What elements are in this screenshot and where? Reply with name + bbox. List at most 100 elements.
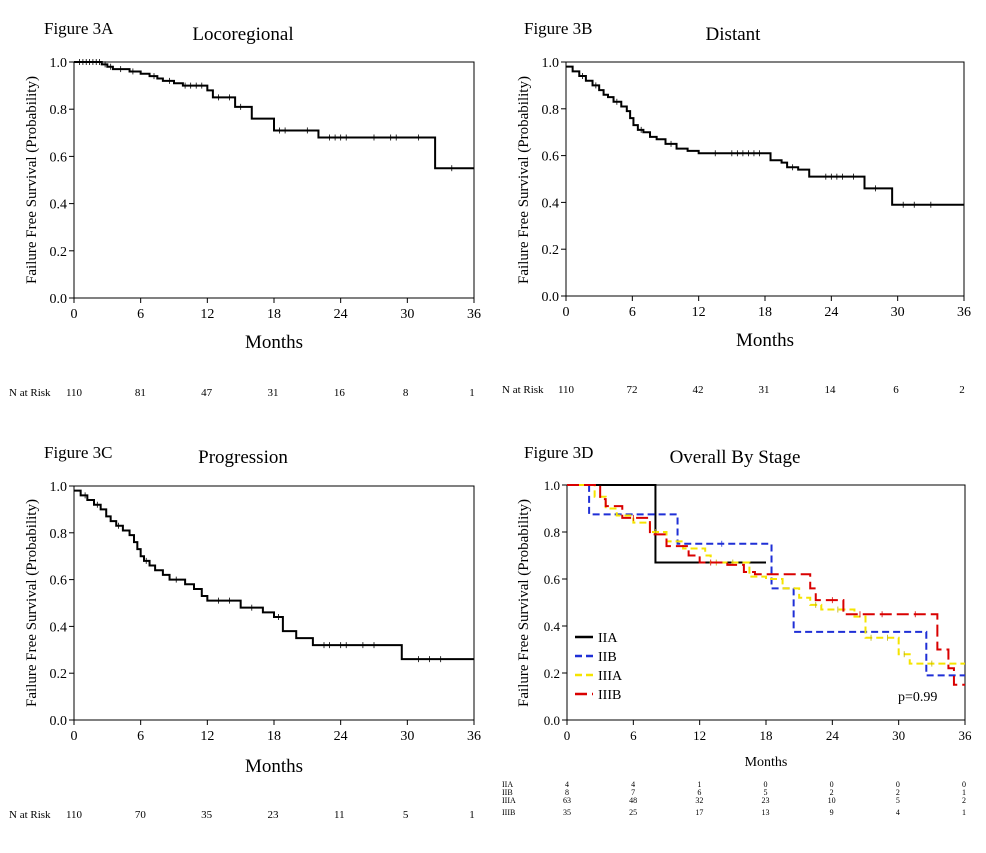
- risk-table: N at Risk 110 70 35 23 11 5 1: [9, 809, 475, 821]
- risk-count: 31: [268, 387, 279, 399]
- y-tick-label: 0.6: [542, 150, 560, 165]
- plot-frame: [73, 485, 475, 721]
- risk-count: 2: [962, 796, 966, 805]
- risk-count: 110: [66, 809, 83, 821]
- y-tick-label: 0.2: [50, 245, 68, 260]
- plot-frame: [566, 484, 966, 721]
- x-tick-label: 30: [400, 729, 414, 744]
- x-tick-label: 36: [467, 307, 481, 322]
- risk-count: 1: [469, 809, 475, 821]
- x-tick-label: 36: [467, 729, 481, 744]
- survival-curve-iiib: [567, 484, 965, 686]
- x-tick-label: 24: [826, 728, 840, 743]
- legend: IIA IIB IIIA IIIB: [575, 631, 623, 703]
- plot-area: [74, 489, 474, 663]
- risk-count: 7: [631, 788, 635, 797]
- risk-row-label: N at Risk: [9, 387, 51, 399]
- plot-area: [566, 65, 964, 208]
- survival-curve-survival: [74, 489, 474, 661]
- plot-area: [74, 59, 474, 172]
- risk-count: 35: [563, 808, 571, 817]
- x-axis-label: Months: [245, 756, 303, 777]
- x-tick-label: 24: [334, 307, 348, 322]
- x-tick-label: 24: [334, 729, 348, 744]
- figure-label: Figure 3D: [524, 443, 593, 462]
- risk-count: 35: [201, 809, 213, 821]
- risk-table: N at Risk 110 72 42 31 14 6 2: [502, 384, 965, 396]
- panel-a: Figure 3A Locoregional 0 6 12 18 24 30 360.00.…: [9, 19, 481, 399]
- risk-count: 0: [764, 780, 768, 789]
- panel-c: Figure 3C Progression 0 6 12 18 24 30 36 0.0 0.2…: [9, 443, 481, 821]
- survival-curve-iia: [567, 484, 766, 564]
- risk-count: 13: [762, 808, 770, 817]
- x-tick-label: 0: [564, 728, 571, 743]
- legend-label-iib: IIB: [598, 650, 617, 665]
- y-axis-label: Failure Free Survival (Probability): [516, 499, 532, 707]
- x-tick-label: 18: [758, 305, 772, 320]
- risk-count: 32: [695, 796, 703, 805]
- risk-count: 47: [201, 387, 213, 399]
- x-tick-label: 12: [200, 729, 214, 744]
- risk-count: 23: [268, 809, 280, 821]
- risk-count: 4: [631, 780, 635, 789]
- chart-title: Distant: [706, 24, 762, 45]
- y-tick-label: 0.6: [50, 150, 68, 165]
- risk-count: 6: [893, 384, 899, 396]
- risk-count: 2: [896, 788, 900, 797]
- y-tick-label: 0.8: [544, 525, 560, 540]
- panel-b: Figure 3B Distant 0 6 12 18 24 30 360.00.20.40…: [502, 19, 971, 396]
- risk-count: 1: [469, 387, 475, 399]
- risk-count: 8: [403, 387, 409, 399]
- risk-count: 70: [135, 809, 147, 821]
- plot-frame: [565, 61, 965, 297]
- x-tick-label: 12: [200, 307, 214, 322]
- x-tick-label: 36: [957, 305, 971, 320]
- y-tick-label: 1.0: [50, 480, 68, 495]
- y-tick-label: 0.0: [542, 290, 560, 305]
- risk-count: 2: [959, 384, 965, 396]
- figure-label: Figure 3C: [44, 443, 112, 462]
- x-tick-label: 0: [563, 305, 570, 320]
- y-tick-label: 0.6: [50, 574, 68, 589]
- axis-ticks: 0 6 12 18 24 30 36 0.0 0.2 0.4 0.6 0.8 1.0: [544, 478, 972, 743]
- x-axis-label: Months: [745, 755, 788, 770]
- survival-curve-iib: [567, 484, 965, 677]
- x-tick-label: 24: [824, 305, 838, 320]
- risk-count: 72: [627, 384, 638, 396]
- risk-count: 31: [759, 384, 770, 396]
- risk-row-label: N at Risk: [9, 809, 51, 821]
- y-axis-label: Failure Free Survival (Probability): [24, 499, 40, 707]
- y-tick-label: 0.8: [50, 527, 68, 542]
- risk-count: 4: [896, 808, 900, 817]
- risk-count: 5: [403, 809, 409, 821]
- x-tick-label: 6: [629, 305, 636, 320]
- risk-count: 0: [830, 780, 834, 789]
- y-tick-label: 0.0: [544, 713, 560, 728]
- x-tick-label: 30: [891, 305, 905, 320]
- figure-label: Figure 3A: [44, 19, 114, 38]
- risk-count: 25: [629, 808, 637, 817]
- legend-label-iiia: IIIA: [598, 669, 623, 684]
- figure-label: Figure 3B: [524, 19, 592, 38]
- risk-count: 2: [830, 788, 834, 797]
- survival-curve-survival: [566, 65, 964, 206]
- y-tick-label: 0.0: [50, 714, 68, 729]
- x-tick-label: 30: [892, 728, 905, 743]
- y-tick-label: 0.4: [50, 198, 68, 213]
- x-tick-label: 6: [630, 728, 637, 743]
- y-tick-label: 0.4: [542, 196, 560, 211]
- x-tick-label: 12: [693, 728, 706, 743]
- y-tick-label: 0.4: [544, 619, 561, 634]
- risk-row-label: IIIA: [502, 796, 516, 805]
- risk-row-label: N at Risk: [502, 384, 544, 396]
- chart-title: Progression: [198, 447, 288, 468]
- y-axis-label: Failure Free Survival (Probability): [24, 76, 40, 284]
- axis-ticks: 0 6 12 18 24 30 36 0.0 0.2 0.4 0.6 0.8 1.0: [50, 480, 482, 744]
- y-tick-label: 0.2: [542, 243, 560, 258]
- survival-curve-iiia: [567, 484, 965, 665]
- x-tick-label: 36: [959, 728, 973, 743]
- risk-count: 10: [828, 796, 836, 805]
- risk-row-label: IIIB: [502, 808, 515, 817]
- risk-count: 11: [334, 809, 345, 821]
